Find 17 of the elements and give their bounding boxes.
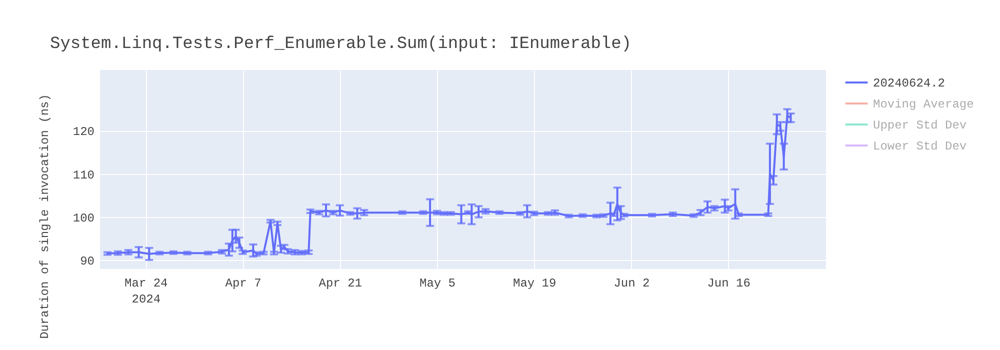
x-tick-label: May 19 <box>512 276 556 290</box>
legend-label: 20240624.2 <box>873 76 946 90</box>
x-tick-label: Mar 24 2024 <box>124 276 168 306</box>
x-tick-label: Jun 16 <box>707 276 750 290</box>
y-tick-label: 90 <box>80 254 94 268</box>
legend-label: Moving Average <box>873 98 974 112</box>
y-tick-label: 100 <box>72 211 94 226</box>
legend-label: Lower Std Dev <box>873 140 967 154</box>
y-tick-label: 120 <box>72 125 94 140</box>
chart-title: System.Linq.Tests.Perf_Enumerable.Sum(input: IEnumerable) <box>50 35 632 54</box>
y-axis-title: Duration of single invocation (ns) <box>38 94 52 339</box>
y-tick-label: 110 <box>72 168 94 182</box>
x-tick-label: Apr 21 <box>318 276 362 290</box>
x-tick-label: Apr 7 <box>225 276 262 290</box>
x-tick-label: Jun 2 <box>614 276 650 290</box>
legend-label: Upper Std Dev <box>873 118 967 132</box>
x-tick-label: May 5 <box>419 276 456 290</box>
